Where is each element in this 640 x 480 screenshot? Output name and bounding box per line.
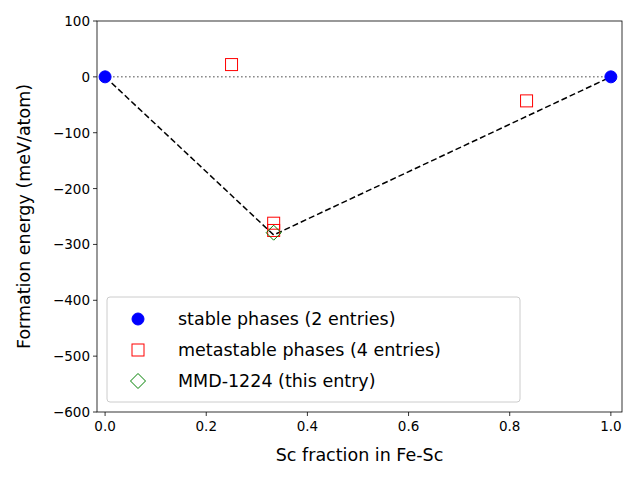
y-tick (93, 300, 97, 301)
x-tick (307, 412, 308, 416)
y-tick (93, 76, 97, 77)
chart: 0.0 0.2 0.4 0.6 0.8 1.0 −600 −500 −400 −300 −200 −1… (0, 0, 640, 480)
y-tick (93, 132, 97, 133)
point (266, 225, 281, 240)
point (268, 217, 280, 229)
legend-label: stable phases (2 entries) (178, 309, 396, 329)
y-tick (93, 21, 97, 22)
legend: stable phases (2 entries) metastable phas… (107, 297, 520, 402)
x-tick (206, 412, 207, 416)
x-tick-label: 0.8 (499, 418, 520, 434)
y-tick-label: −100 (53, 125, 90, 141)
x-tick-label: 0.4 (297, 418, 318, 434)
x-tick-label: 1.0 (600, 418, 621, 434)
point (521, 95, 533, 107)
plot-area (99, 59, 617, 241)
point (268, 224, 280, 236)
legend-label: MMD-1224 (this entry) (178, 371, 376, 391)
x-tick-label: 0.0 (94, 418, 115, 434)
point (226, 59, 238, 71)
y-tick-label: −600 (53, 404, 90, 420)
x-tick (509, 412, 510, 416)
series-line (105, 76, 611, 78)
x-tick (610, 412, 611, 416)
series-line (105, 77, 611, 235)
y-tick (93, 244, 97, 245)
y-tick-label: 100 (64, 13, 90, 29)
background (0, 0, 640, 480)
y-tick (93, 188, 97, 189)
y-tick-label: −200 (53, 181, 90, 197)
x-tick-label: 0.2 (196, 418, 217, 434)
y-tick-label: 0 (81, 69, 90, 85)
y-tick-label: −500 (53, 348, 90, 364)
x-axis-label: Sc fraction in Fe-Sc (276, 445, 444, 465)
y-tick (93, 356, 97, 357)
legend-marker (131, 374, 146, 389)
x-tick (105, 412, 106, 416)
y-tick-label: −300 (53, 236, 90, 252)
y-tick-label: −400 (53, 292, 90, 308)
frame (97, 21, 622, 412)
legend-marker (132, 313, 144, 325)
axes: 0.0 0.2 0.4 0.6 0.8 1.0 −600 −500 −400 −300 −200 −1… (53, 13, 622, 434)
legend-label: metastable phases (4 entries) (178, 340, 441, 360)
legend-box (107, 297, 520, 402)
legend-marker (132, 344, 144, 356)
point (605, 71, 617, 83)
x-tick (408, 412, 409, 416)
y-tick (93, 412, 97, 413)
y-axis-label: Formation energy (meV/atom) (14, 84, 34, 349)
point (99, 71, 111, 83)
x-tick-label: 0.6 (398, 418, 419, 434)
